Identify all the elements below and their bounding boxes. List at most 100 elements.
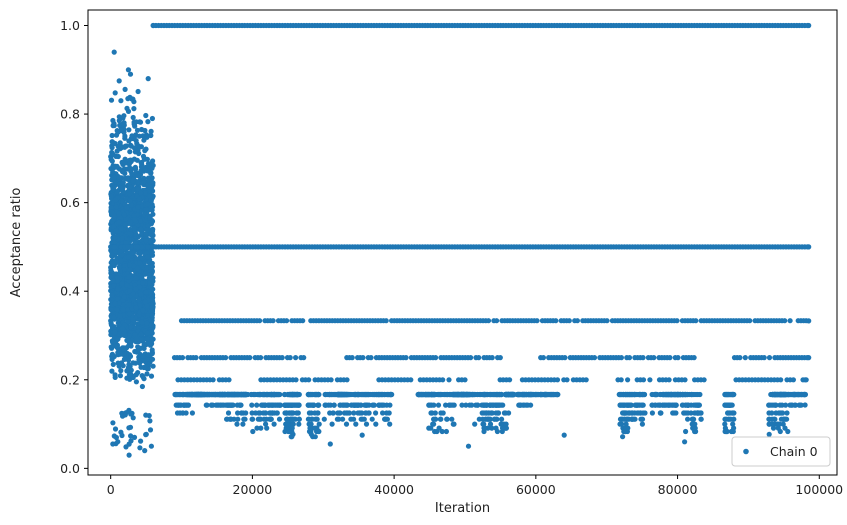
data-point [148,264,154,270]
data-point [271,421,277,427]
data-point [111,314,117,320]
data-point [792,402,798,408]
data-point [803,318,809,324]
data-point [649,410,656,416]
data-point [701,377,707,383]
data-point [258,355,264,361]
data-point [722,402,728,408]
data-point [149,305,155,311]
data-point [133,275,139,281]
data-point [120,180,126,186]
data-point [109,351,115,357]
data-point [308,421,314,427]
data-point [143,431,149,437]
data-point [257,416,264,422]
data-point [257,318,263,324]
data-point [142,127,148,134]
data-point [625,377,631,383]
data-point [435,402,442,408]
data-point [782,425,788,431]
data-point [369,416,375,422]
data-point [135,179,141,185]
data-point [128,340,134,346]
data-point [769,416,775,422]
data-point [253,410,259,416]
data-point [380,410,386,416]
data-point [652,391,658,398]
data-point [359,391,365,398]
data-point [141,137,147,143]
data-point [122,412,128,418]
data-point [334,416,340,422]
data-point [141,345,147,351]
data-point [135,204,141,210]
data-point [366,402,372,408]
data-point [766,402,772,408]
data-point [109,209,115,215]
data-point [119,169,126,175]
data-point [148,443,154,449]
data-point [562,355,568,361]
data-point [443,428,449,435]
data-point [140,353,146,359]
data-point [123,444,129,450]
data-point [110,117,116,124]
data-point [113,204,119,210]
data-point [295,402,301,408]
data-point [129,171,135,177]
data-point [135,186,141,192]
data-point [121,294,127,300]
data-point [444,416,450,422]
data-point [349,355,355,361]
data-point [639,402,645,408]
data-point [777,410,783,416]
data-point [143,238,149,244]
data-point [690,391,696,398]
data-point [730,421,736,427]
data-point [144,264,150,271]
data-point [135,348,141,354]
data-point [553,318,559,324]
data-point [662,391,668,398]
data-point [132,149,138,155]
data-point [775,425,781,431]
data-point [119,251,125,258]
data-point [117,268,123,274]
data-point [146,272,152,278]
data-point [436,391,442,398]
data-point [135,344,141,350]
data-point [150,232,156,239]
data-point [673,410,679,416]
data-point [672,391,678,398]
data-point [657,410,664,416]
data-point [497,355,503,361]
data-point [124,176,130,182]
data-point [449,416,455,422]
data-point [306,410,312,416]
data-point [127,353,134,359]
data-point [148,198,154,204]
data-point [109,132,115,139]
data-point [385,391,391,398]
data-point [293,377,299,383]
data-point [208,402,214,408]
data-point [798,402,804,408]
data-point [373,421,379,427]
data-point [109,368,115,374]
data-point [803,377,809,383]
data-point [126,452,132,458]
data-point [114,343,120,349]
data-point [254,425,260,431]
data-point [772,402,778,408]
data-point [770,425,777,431]
data-point [619,421,625,427]
data-point [109,325,116,331]
data-point [766,355,773,361]
data-point [632,402,638,408]
data-point [210,377,216,383]
data-point [363,421,370,427]
data-point [279,355,285,361]
data-point [316,402,322,408]
data-point [118,185,124,191]
data-point [122,86,128,92]
